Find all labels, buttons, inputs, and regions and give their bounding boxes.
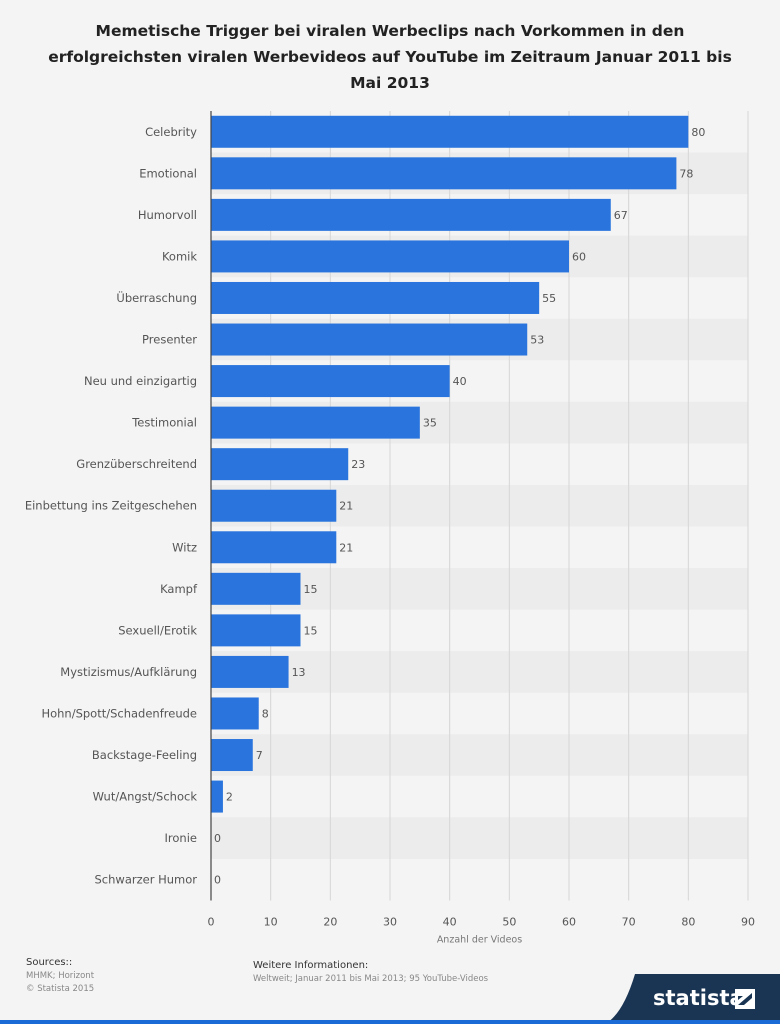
- category-label: Kampf: [160, 582, 198, 596]
- bar: [211, 406, 420, 439]
- value-label: 78: [679, 167, 693, 180]
- bar: [211, 115, 689, 148]
- category-label: Grenzüberschreitend: [76, 457, 197, 471]
- statista-logo[interactable]: statista: [605, 974, 780, 1024]
- value-label: 15: [304, 624, 318, 637]
- value-label: 0: [214, 832, 221, 845]
- category-label: Neu und einzigartig: [84, 374, 197, 388]
- bar: [211, 531, 337, 564]
- category-label: Wut/Angst/Schock: [93, 790, 198, 804]
- bar: [211, 157, 677, 190]
- category-label: Emotional: [139, 166, 197, 180]
- brand-name: statista: [653, 986, 744, 1010]
- value-label: 23: [351, 458, 365, 471]
- category-label: Celebrity: [145, 125, 197, 139]
- value-label: 53: [530, 334, 544, 347]
- bottom-accent-line: [0, 1020, 780, 1024]
- info-text: Weltweit; Januar 2011 bis Mai 2013; 95 Y…: [253, 974, 489, 984]
- category-label: Presenter: [142, 333, 197, 347]
- category-label: Witz: [172, 540, 197, 554]
- bar: [211, 655, 289, 688]
- value-label: 8: [262, 707, 269, 720]
- category-label: Mystizismus/Aufklärung: [60, 665, 197, 679]
- category-label: Sexuell/Erotik: [118, 623, 197, 637]
- x-tick-label: 0: [208, 915, 215, 928]
- sources-heading: Sources::: [26, 957, 73, 968]
- row-band: [211, 651, 748, 693]
- category-label: Komik: [162, 249, 197, 263]
- row-band: [211, 734, 748, 776]
- source-line: © Statista 2015: [26, 984, 95, 994]
- source-line: MHMK; Horizont: [26, 971, 95, 981]
- x-tick-label: 70: [622, 915, 636, 928]
- category-label: Überraschung: [116, 289, 197, 305]
- value-label: 2: [226, 791, 233, 804]
- value-label: 0: [214, 874, 221, 887]
- statista-mark-icon: [735, 989, 755, 1009]
- row-band: [211, 817, 748, 859]
- x-tick-label: 60: [562, 915, 576, 928]
- category-label: Einbettung ins Zeitgeschehen: [25, 499, 197, 513]
- value-label: 13: [292, 666, 306, 679]
- value-label: 40: [453, 375, 467, 388]
- value-label: 35: [423, 417, 437, 430]
- bar: [211, 614, 301, 647]
- bar: [211, 198, 611, 231]
- value-label: 60: [572, 250, 586, 263]
- value-label: 21: [339, 541, 353, 554]
- x-tick-label: 40: [443, 915, 457, 928]
- x-tick-label: 20: [323, 915, 337, 928]
- logo-background: [605, 974, 780, 1024]
- x-tick-label: 10: [264, 915, 278, 928]
- category-label: Backstage-Feeling: [92, 748, 197, 762]
- bar: [211, 448, 349, 481]
- chart-title: Memetische Trigger bei viralen Werbeclip…: [48, 22, 732, 92]
- bar: [211, 323, 528, 356]
- category-label: Humorvoll: [138, 208, 197, 222]
- x-tick-label: 90: [741, 915, 755, 928]
- bar: [211, 780, 223, 813]
- x-tick-label: 80: [681, 915, 695, 928]
- x-tick-label: 30: [383, 915, 397, 928]
- x-tick-label: 50: [502, 915, 516, 928]
- bar: [211, 489, 337, 522]
- value-label: 21: [339, 500, 353, 513]
- category-label: Schwarzer Humor: [95, 873, 198, 887]
- bar: [211, 697, 259, 730]
- category-label: Hohn/Spott/Schadenfreude: [41, 706, 197, 720]
- bar: [211, 739, 253, 772]
- sources-list: MHMK; Horizont © Statista 2015: [26, 970, 94, 996]
- bar: [211, 572, 301, 605]
- bar: [211, 281, 540, 314]
- value-label: 15: [304, 583, 318, 596]
- value-label: 80: [691, 126, 705, 139]
- category-label: Testimonial: [131, 416, 197, 430]
- info-heading: Weitere Informationen:: [253, 960, 369, 971]
- category-label: Ironie: [165, 831, 197, 845]
- value-label: 67: [614, 209, 628, 222]
- bar: [211, 240, 569, 273]
- x-axis-title: Anzahl der Videos: [437, 934, 522, 945]
- value-label: 7: [256, 749, 263, 762]
- bar: [211, 365, 450, 398]
- value-label: 55: [542, 292, 556, 305]
